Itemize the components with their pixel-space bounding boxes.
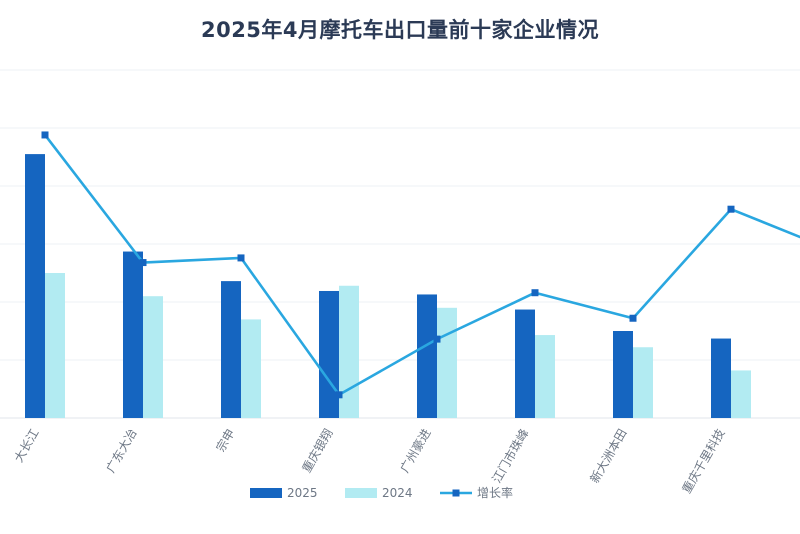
bar-2024-广东大冶 [143,296,163,418]
bar-series [25,154,751,418]
chart-title: 2025年4月摩托车出口量前十家企业情况 [200,18,600,42]
bar-2025-重庆银翔 [319,290,339,418]
bar-2024-大长江 [45,273,65,418]
bar-2025-广州豪进 [417,294,437,418]
x-tick-label: 重庆银翔 [299,427,335,476]
line-point-江门市珠峰 [531,289,539,297]
line-series [41,131,800,399]
legend-label-2024: 2024 [382,486,413,500]
x-tick-label: 宗申 [213,426,238,454]
bar-2025-广东大冶 [123,251,143,418]
bar-2024-新大洲本田 [633,347,653,418]
bar-2025-重庆千里科技 [711,338,731,418]
line-point-重庆千里科技 [727,205,735,213]
line-point-大长江 [41,131,49,139]
line-point-广东大冶 [139,259,147,267]
bar-2025-宗申 [221,281,241,418]
x-tick-label: 新大洲本田 [587,426,630,485]
x-tick-label: 重庆千里科技 [679,427,727,496]
bar-2024-重庆千里科技 [731,370,751,418]
legend-marker-增长率 [452,489,460,497]
grid-lines [0,69,800,419]
x-tick-label: 广东大冶 [103,427,139,476]
line-point-广州豪进 [433,335,441,343]
legend-swatch-2024 [345,488,377,498]
bar-2024-广州豪进 [437,307,457,418]
line-point-宗申 [237,254,245,262]
line-point-重庆银翔 [335,391,343,399]
bar-2025-大长江 [25,154,45,418]
x-tick-label: 大长江 [11,427,41,465]
bar-2024-宗申 [241,319,261,418]
legend: 2025 2024 增长率 [250,485,513,500]
legend-swatch-2025 [250,488,282,498]
legend-label-增长率: 增长率 [477,485,513,500]
x-tick-label: 广州豪进 [397,426,434,475]
bar-2025-江门市珠峰 [515,309,535,418]
line-point-新大洲本田 [629,314,637,322]
x-tick-label: 江门市珠峰 [489,426,532,485]
legend-label-2025: 2025 [287,486,318,500]
bar-2025-新大洲本田 [613,331,633,418]
bar-2024-江门市珠峰 [535,335,555,418]
